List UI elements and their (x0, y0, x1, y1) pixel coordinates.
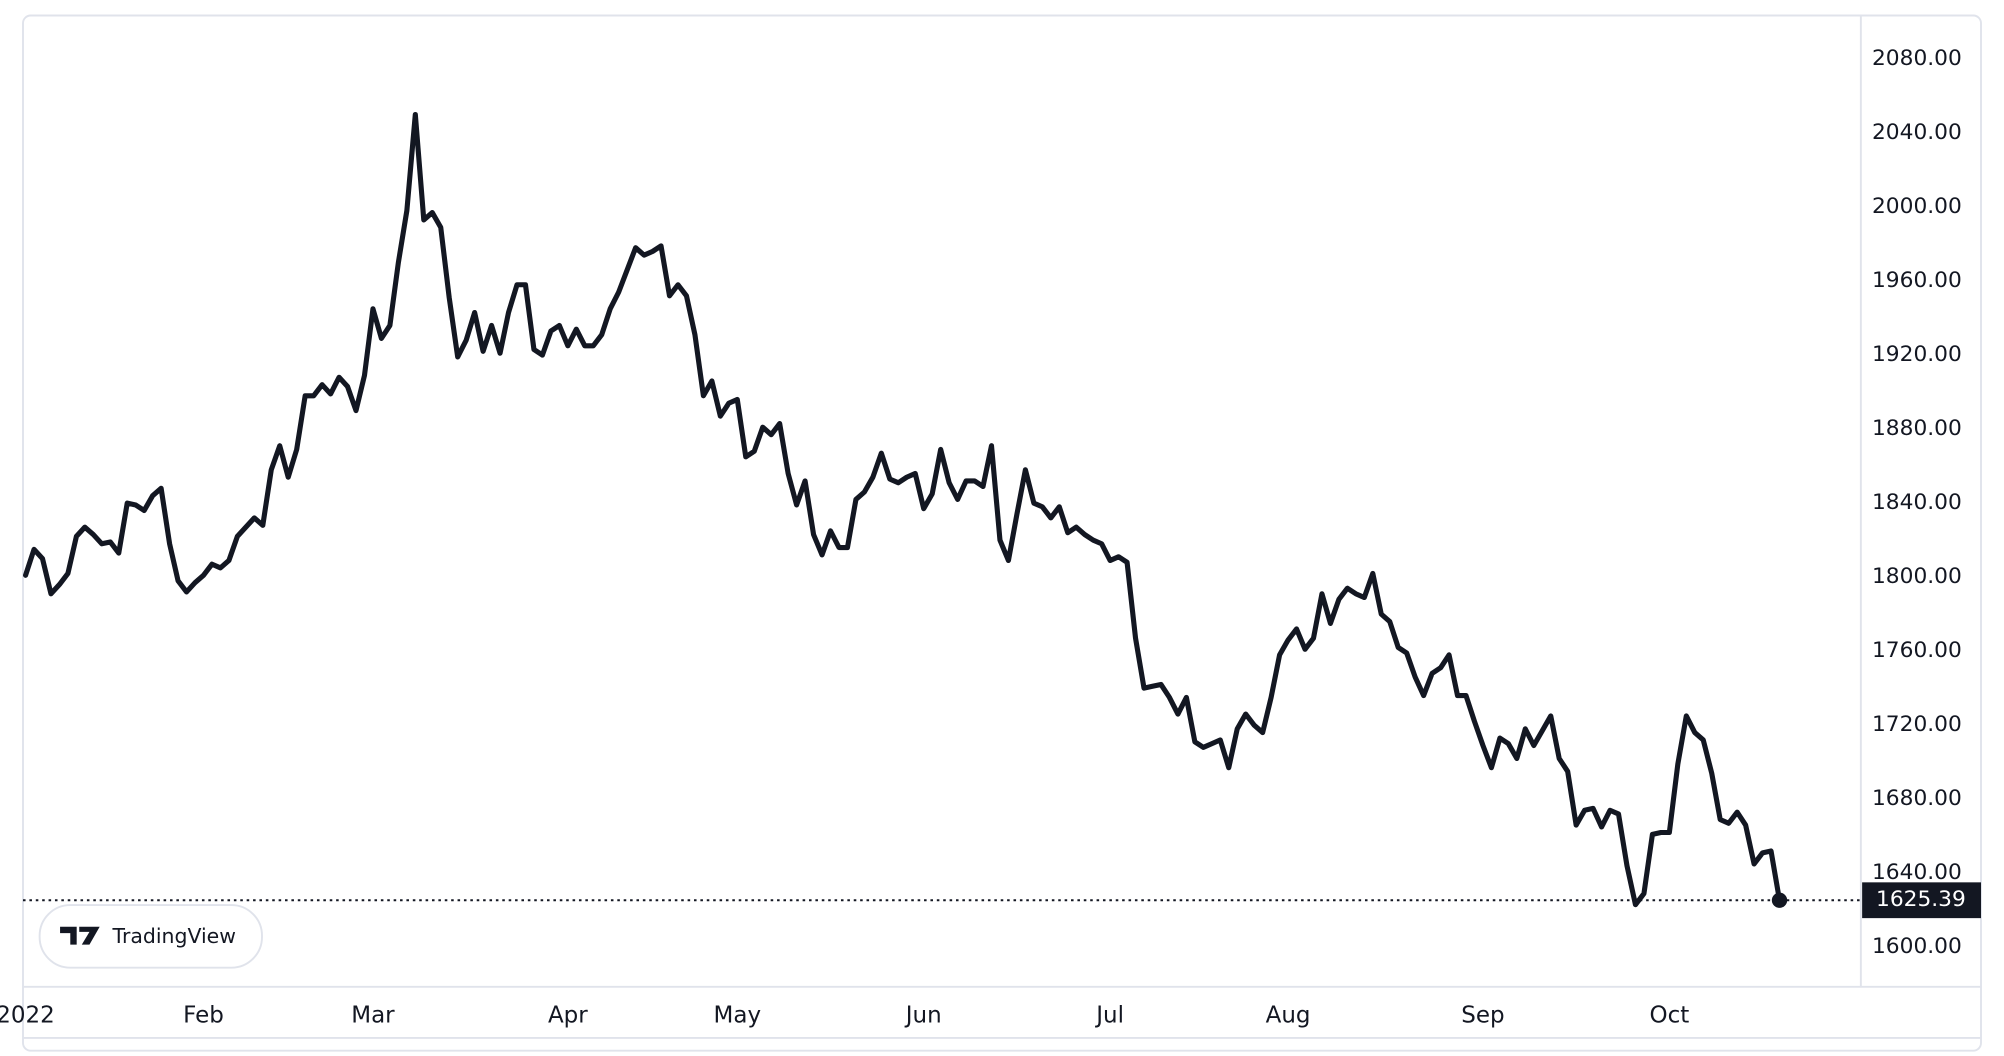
x-tick-label: Mar (351, 1003, 395, 1029)
x-tick-label: 2022 (0, 1003, 55, 1029)
badge-logo (60, 926, 100, 945)
y-tick-label: 1640.00 (1872, 860, 1962, 885)
last-point (1771, 892, 1788, 908)
last-price-label: 1625.39 (1876, 887, 1966, 912)
y-tick-label: 1760.00 (1872, 638, 1962, 663)
price-line (23, 111, 1783, 908)
y-tick-label: 2000.00 (1872, 194, 1962, 219)
y-tick-label: 2080.00 (1872, 46, 1962, 71)
y-tick-label: 1720.00 (1872, 712, 1962, 737)
x-tick-label: Oct (1649, 1003, 1689, 1029)
branding-badge[interactable]: TradingView (38, 904, 263, 969)
x-tick-label: Sep (1461, 1003, 1504, 1029)
y-tick-label: 1600.00 (1872, 934, 1962, 959)
y-tick-label: 1840.00 (1872, 490, 1962, 515)
x-tick-label: May (714, 1003, 762, 1029)
y-tick-label: 1800.00 (1872, 564, 1962, 589)
x-tick-label: Feb (183, 1003, 224, 1029)
x-tick-label: Aug (1266, 1003, 1311, 1029)
x-tick-label: Jun (904, 1003, 942, 1029)
badge-text: TradingView (111, 924, 235, 948)
y-tick-label: 2040.00 (1872, 120, 1962, 145)
last-price-box (1862, 882, 1981, 919)
y-tick-label: 1680.00 (1872, 786, 1962, 811)
x-tick-label: Apr (548, 1003, 588, 1029)
chart-frame (22, 14, 1982, 1052)
axes: 1600.00 1640.00 1680.00 1720.00 1760.00 1800.… (0, 46, 1981, 1029)
y-tick-label: 1880.00 (1872, 416, 1962, 441)
y-tick-label: 1960.00 (1872, 268, 1962, 293)
plot-area (23, 111, 1783, 908)
y-tick-label: 1920.00 (1872, 342, 1962, 367)
badge-background (38, 904, 263, 969)
x-tick-label: Jul (1094, 1003, 1124, 1029)
